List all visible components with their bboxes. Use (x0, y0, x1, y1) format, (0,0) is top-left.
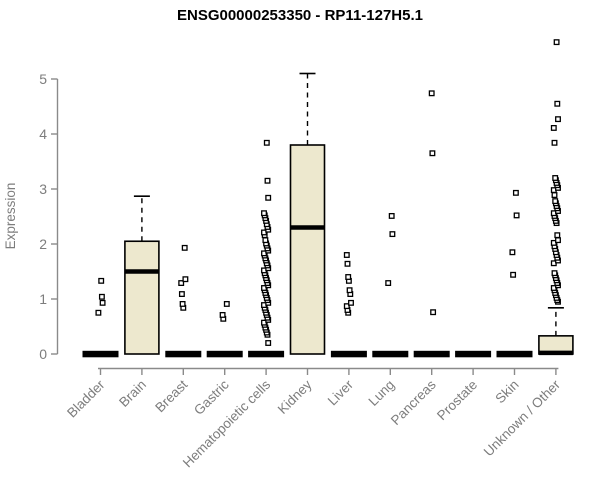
collapsed-box (82, 350, 119, 358)
x-category-label: Pancreas (388, 377, 439, 428)
collapsed-box (248, 350, 285, 358)
outlier-point (346, 287, 353, 294)
outlier-point (550, 125, 557, 131)
outlier-point (385, 280, 392, 286)
box (124, 240, 160, 355)
outlier-point (264, 177, 271, 184)
outlier-point (555, 237, 561, 244)
outlier-point (552, 198, 559, 205)
y-axis-label: Expression (3, 183, 18, 250)
collapsed-box (206, 350, 243, 358)
outlier-point (510, 271, 517, 278)
y-tick-label: 3 (39, 181, 47, 197)
outlier-point (265, 340, 272, 346)
outlier-point (263, 139, 270, 146)
outlier-point (343, 252, 350, 258)
outlier-point (182, 276, 189, 283)
collapsed-box (496, 350, 533, 358)
x-category-label: Gastric (191, 377, 232, 418)
x-category-label: Brain (116, 377, 149, 410)
outlier-point (98, 277, 105, 284)
outlier-point (389, 231, 396, 238)
outlier-point (388, 212, 395, 219)
outlier-point (348, 299, 354, 306)
outlier-point (554, 100, 561, 107)
x-category-label: Skin (492, 377, 521, 406)
outlier-point (429, 150, 436, 157)
outlier-point (261, 210, 267, 217)
collapsed-box (455, 350, 492, 358)
outlier-point (551, 139, 558, 146)
collapsed-box (372, 350, 409, 358)
collapsed-box (165, 350, 202, 358)
outlier-point (262, 237, 269, 244)
x-category-label: Prostate (434, 377, 480, 423)
y-tick-label: 0 (39, 346, 47, 362)
outlier-point (223, 300, 230, 307)
y-tick-label: 2 (39, 236, 47, 252)
outlier-point (181, 244, 188, 251)
collapsed-box (413, 350, 450, 358)
outlier-point (551, 192, 558, 198)
outlier-point (554, 232, 561, 239)
outlier-point (345, 274, 352, 280)
outlier-point (344, 260, 351, 267)
x-category-label: Unknown / Other (481, 377, 564, 460)
y-tick-label: 5 (39, 71, 47, 87)
y-tick-label: 4 (39, 126, 47, 142)
outlier-point (98, 293, 105, 300)
collapsed-box (330, 350, 367, 358)
outlier-point (95, 309, 102, 316)
outlier-point (178, 280, 185, 286)
outlier-point (512, 189, 519, 196)
y-tick-label: 1 (39, 291, 47, 307)
outlier-point (551, 270, 558, 277)
outlier-point (178, 291, 185, 297)
outlier-point (219, 311, 226, 318)
outlier-point (179, 300, 186, 307)
x-category-label: Breast (152, 377, 190, 415)
x-category-label: Bladder (64, 377, 108, 421)
outlier-point (430, 309, 437, 316)
outlier-point (265, 194, 272, 201)
x-category-label: Kidney (275, 377, 315, 417)
outlier-point (509, 249, 516, 256)
outlier-point (343, 303, 350, 310)
chart-title: ENSG00000253350 - RP11-127H5.1 (177, 7, 423, 24)
outlier-point (552, 175, 559, 181)
outlier-point (513, 212, 520, 219)
outlier-point (99, 299, 106, 306)
x-category-label: Liver (325, 377, 357, 409)
box (289, 144, 326, 355)
outlier-point (555, 116, 561, 123)
outlier-point (553, 39, 560, 46)
x-category-label: Lung (366, 377, 398, 409)
outlier-point (428, 90, 435, 97)
